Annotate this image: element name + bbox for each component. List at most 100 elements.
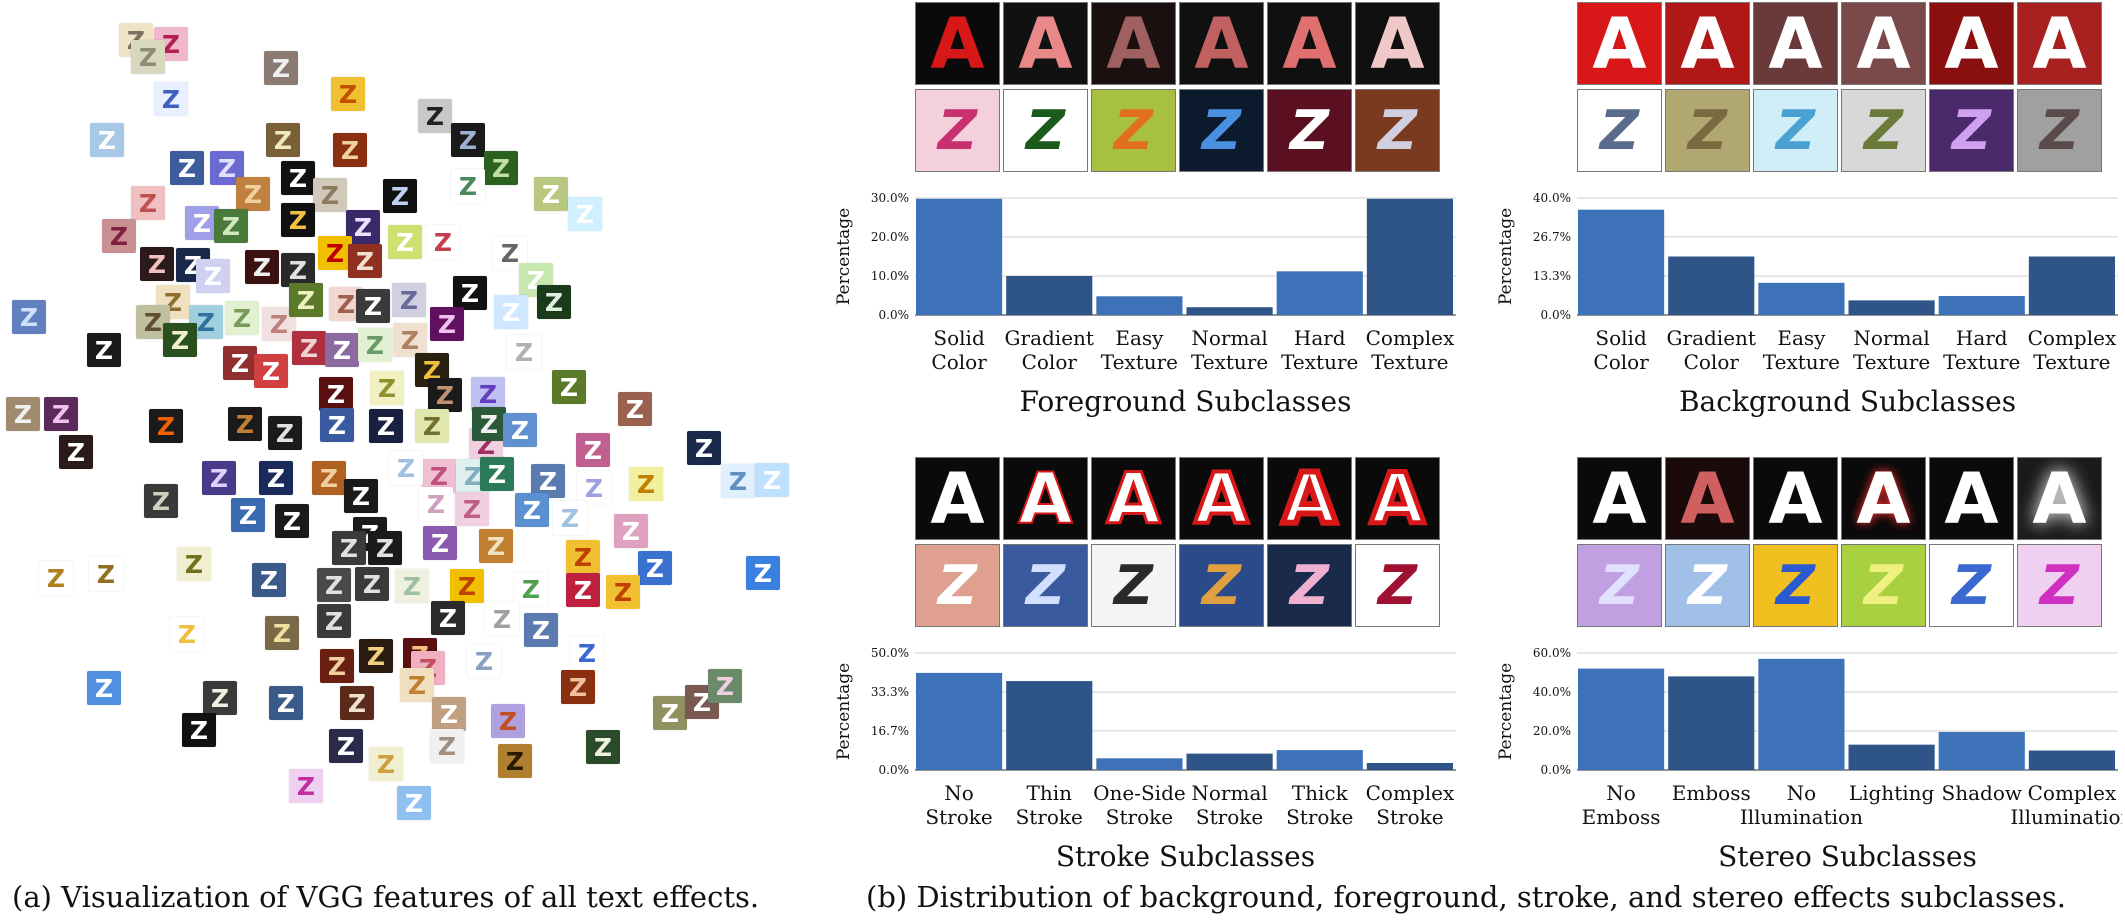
z-effect-thumbnail: Z [515,493,549,527]
foreground-bar-chart: 30.0% 20.0% 10.0% 0.0% Percentage Solid Color G… [834,191,1456,374]
z-effect-thumbnail: Z [252,563,286,597]
z-effect-thumbnail: Z [467,644,501,678]
y-tick-label: 33.3% [871,685,909,699]
z-effect-thumbnail: Z [393,323,427,357]
z-effect-thumbnail: Z [514,572,548,606]
letter-z-example: Z [1753,89,1838,172]
z-effect-thumbnail: Z [423,526,457,560]
letter-a-example: A [1355,457,1440,540]
bar-2 [1096,296,1183,315]
z-effect-thumbnail: Z [537,285,571,319]
x-category-label: Easy Texture [1763,326,1840,374]
bar-0 [1578,209,1665,315]
y-axis-label: Percentage [834,208,854,305]
stroke-chart-panel: A A A A A A Z Z Z Z Z Z 50.0% 33.3% 16.7% 0.0% Percentag… [820,455,1460,875]
background-chart-title: Background Subclasses [1678,385,2017,418]
letter-z-example: Z [2017,89,2102,172]
bar-4 [1276,271,1363,315]
y-tick-label: 40.0% [1533,685,1571,699]
x-category-label: One-Side Stroke [1093,781,1186,829]
z-effect-thumbnail: Z [39,561,73,595]
bar-0 [916,672,1003,770]
z-effect-thumbnail: Z [450,569,484,603]
z-effect-thumbnail: Z [498,744,532,778]
z-effect-thumbnail: Z [428,378,462,412]
z-effect-thumbnail: Z [534,177,568,211]
z-effect-thumbnail: Z [319,377,353,411]
letter-a-example: A [1929,2,2014,85]
letter-a-example: A [1003,457,1088,540]
letter-a-example: A [1841,2,1926,85]
z-effect-thumbnail: Z [389,451,423,485]
z-effect-thumbnail: Z [480,457,514,491]
bar-5 [1366,762,1453,770]
z-effect-thumbnail: Z [228,407,262,441]
letter-z-example: Z [915,544,1000,627]
z-effect-thumbnail: Z [131,40,165,74]
z-effect-thumbnail: Z [614,514,648,548]
left-caption: (a) Visualization of VGG features of all… [12,880,760,914]
bar-3 [1186,307,1273,315]
letter-z-example: Z [1091,544,1176,627]
y-tick-label: 0.0% [1541,763,1572,777]
bar-2 [1758,282,1845,315]
z-effect-thumbnail: Z [687,431,721,465]
bar-3 [1848,744,1935,770]
z-effect-thumbnail: Z [254,354,288,388]
z-effect-thumbnail: Z [87,671,121,705]
z-effect-thumbnail: Z [638,551,672,585]
z-effect-thumbnail: Z [292,331,326,365]
z-effect-thumbnail: Z [359,639,393,673]
y-tick-label: 50.0% [871,646,909,660]
z-effect-thumbnail: Z [494,295,528,329]
z-effect-thumbnail: Z [479,529,513,563]
z-effect-thumbnail: Z [576,433,610,467]
z-effect-thumbnail: Z [275,504,309,538]
letter-z-example: Z [1003,89,1088,172]
z-effect-thumbnail: Z [721,464,755,498]
z-effect-thumbnail: Z [451,169,485,203]
z-effect-thumbnail: Z [196,259,230,293]
stroke-bar-chart: 50.0% 33.3% 16.7% 0.0% Percentage No Stroke Thi… [834,646,1456,829]
letter-a-example: A [1753,2,1838,85]
x-category-label: Gradient Color [1005,326,1094,374]
letter-z-example: Z [1929,89,2014,172]
z-effect-thumbnail: Z [317,604,351,638]
letter-a-example: A [1003,2,1088,85]
letter-z-example: Z [1929,544,2014,627]
z-effect-thumbnail: Z [214,209,248,243]
y-tick-label: 26.7% [1533,230,1571,244]
z-effect-thumbnail: Z [426,225,460,259]
bar-1 [1006,276,1093,315]
z-effect-thumbnail: Z [6,397,40,431]
z-effect-thumbnail: Z [281,161,315,195]
letter-z-example: Z [1753,544,1838,627]
x-category-label: Lighting [1849,781,1935,805]
letter-a-example: A [1841,457,1926,540]
x-category-label: Solid Color [931,326,987,374]
stereo-chart-title: Stereo Subclasses [1718,840,1977,873]
z-effect-thumbnail: Z [566,573,600,607]
x-category-label: Normal Texture [1853,326,1930,374]
z-effect-thumbnail: Z [317,568,351,602]
x-category-label: Complex Stroke [1366,781,1455,829]
z-effect-thumbnail: Z [355,567,389,601]
z-effect-thumbnail: Z [185,206,219,240]
letter-a-example: A [1355,2,1440,85]
letter-a-example: A [915,457,1000,540]
z-effect-thumbnail: Z [289,769,323,803]
z-effect-thumbnail: Z [451,123,485,157]
z-effect-thumbnail: Z [225,301,259,335]
bar-4 [1938,295,2025,315]
z-effect-thumbnail: Z [320,408,354,442]
z-effect-thumbnail: Z [144,484,178,518]
z-effect-thumbnail: Z [320,649,354,683]
z-effect-thumbnail: Z [358,328,392,362]
background-bar-chart: 40.0% 26.7% 13.3% 0.0% Percentage Solid Color G… [1496,191,2118,374]
z-effect-thumbnail: Z [177,547,211,581]
letter-a-example: A [2017,2,2102,85]
